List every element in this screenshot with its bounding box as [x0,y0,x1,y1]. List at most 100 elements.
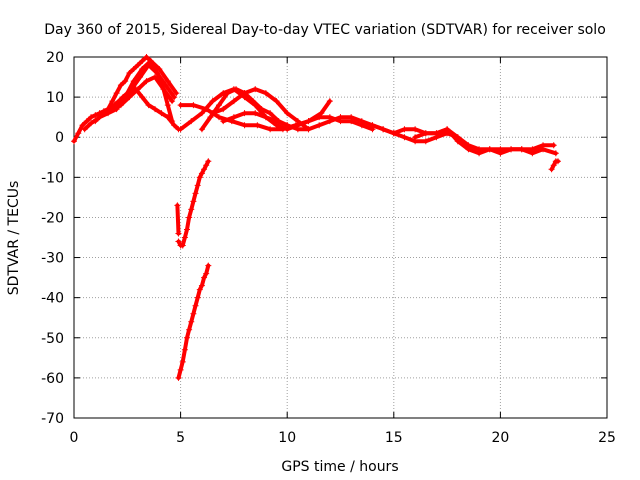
x-tick-label: 15 [385,430,403,446]
x-tick-label: 10 [278,430,296,446]
data-point [529,150,536,157]
data-point [194,294,201,301]
data-point [358,118,365,125]
data-point [318,110,325,117]
data-point [145,62,152,69]
y-tick-label: -50 [41,331,64,347]
data-point [196,174,203,181]
data-point [254,122,261,129]
data-point [550,162,557,169]
data-point [284,122,291,129]
data-point [81,126,88,133]
data-point [113,102,120,109]
series-pass-o [175,158,212,249]
data-point [177,366,184,373]
data-point [145,102,152,109]
data-point [198,110,205,117]
data-point [113,90,120,97]
data-point [252,110,259,117]
y-tick-label: -10 [41,170,64,186]
data-point [316,122,323,129]
data-point [75,130,82,137]
data-point [177,102,184,109]
plot-area [73,56,608,419]
data-point [190,310,197,317]
data-point [181,346,188,353]
data-point [305,126,312,133]
data-point [164,114,171,121]
data-point [126,70,133,77]
data-point [190,198,197,205]
data-point [369,122,376,129]
data-point [92,112,99,119]
data-point [154,70,161,77]
series-pass-m [412,126,559,157]
data-point [120,94,127,101]
data-point [401,134,408,141]
data-point [186,214,193,221]
data-point [230,98,237,105]
data-point [205,262,212,269]
y-axis-label: SDTVAR / TECUs [6,181,22,296]
data-point [194,182,201,189]
series-pass-n [548,158,561,173]
series-pass-i [209,86,312,133]
data-point [241,90,248,97]
data-point [284,110,291,117]
y-tick-label: -70 [41,411,64,427]
data-point [126,90,133,97]
data-point [412,126,419,133]
y-tick-label: -60 [41,371,64,387]
data-point [183,334,190,341]
data-point [230,114,237,121]
data-point [486,146,493,153]
y-tick-label: -20 [41,210,64,226]
data-point [422,130,429,137]
data-point [179,358,186,365]
data-point [203,270,210,277]
data-point [164,102,171,109]
data-point [192,190,199,197]
data-point [476,150,483,157]
data-point [130,66,137,73]
data-point [348,114,355,121]
data-point [83,118,90,125]
data-point [444,126,451,133]
data-point [188,118,195,125]
data-point [401,126,408,133]
series-pass-k [369,122,461,145]
data-points [71,54,561,381]
data-point [102,110,109,117]
x-tick-label: 5 [176,430,185,446]
data-point [169,98,176,105]
data-point [175,230,182,237]
data-point [224,90,231,97]
data-point [201,166,208,173]
y-tick-label: -30 [41,251,64,267]
data-point [273,98,280,105]
data-point [207,114,214,121]
data-point [132,86,139,93]
y-tick-label: 0 [55,130,64,146]
data-point [92,118,99,125]
data-point [380,126,387,133]
data-point [422,138,429,145]
data-point [183,226,190,233]
data-point [465,146,472,153]
series-band [175,203,181,236]
data-point [250,98,257,105]
data-point [117,82,124,89]
data-point [252,86,259,93]
data-point [179,242,186,249]
data-point [160,86,167,93]
data-point [262,114,269,121]
data-point [79,122,86,129]
data-point [267,110,274,117]
data-point [162,82,169,89]
data-point [267,126,274,133]
data-point [209,110,216,117]
data-point [552,150,559,157]
data-point [279,126,286,133]
data-point [192,302,199,309]
